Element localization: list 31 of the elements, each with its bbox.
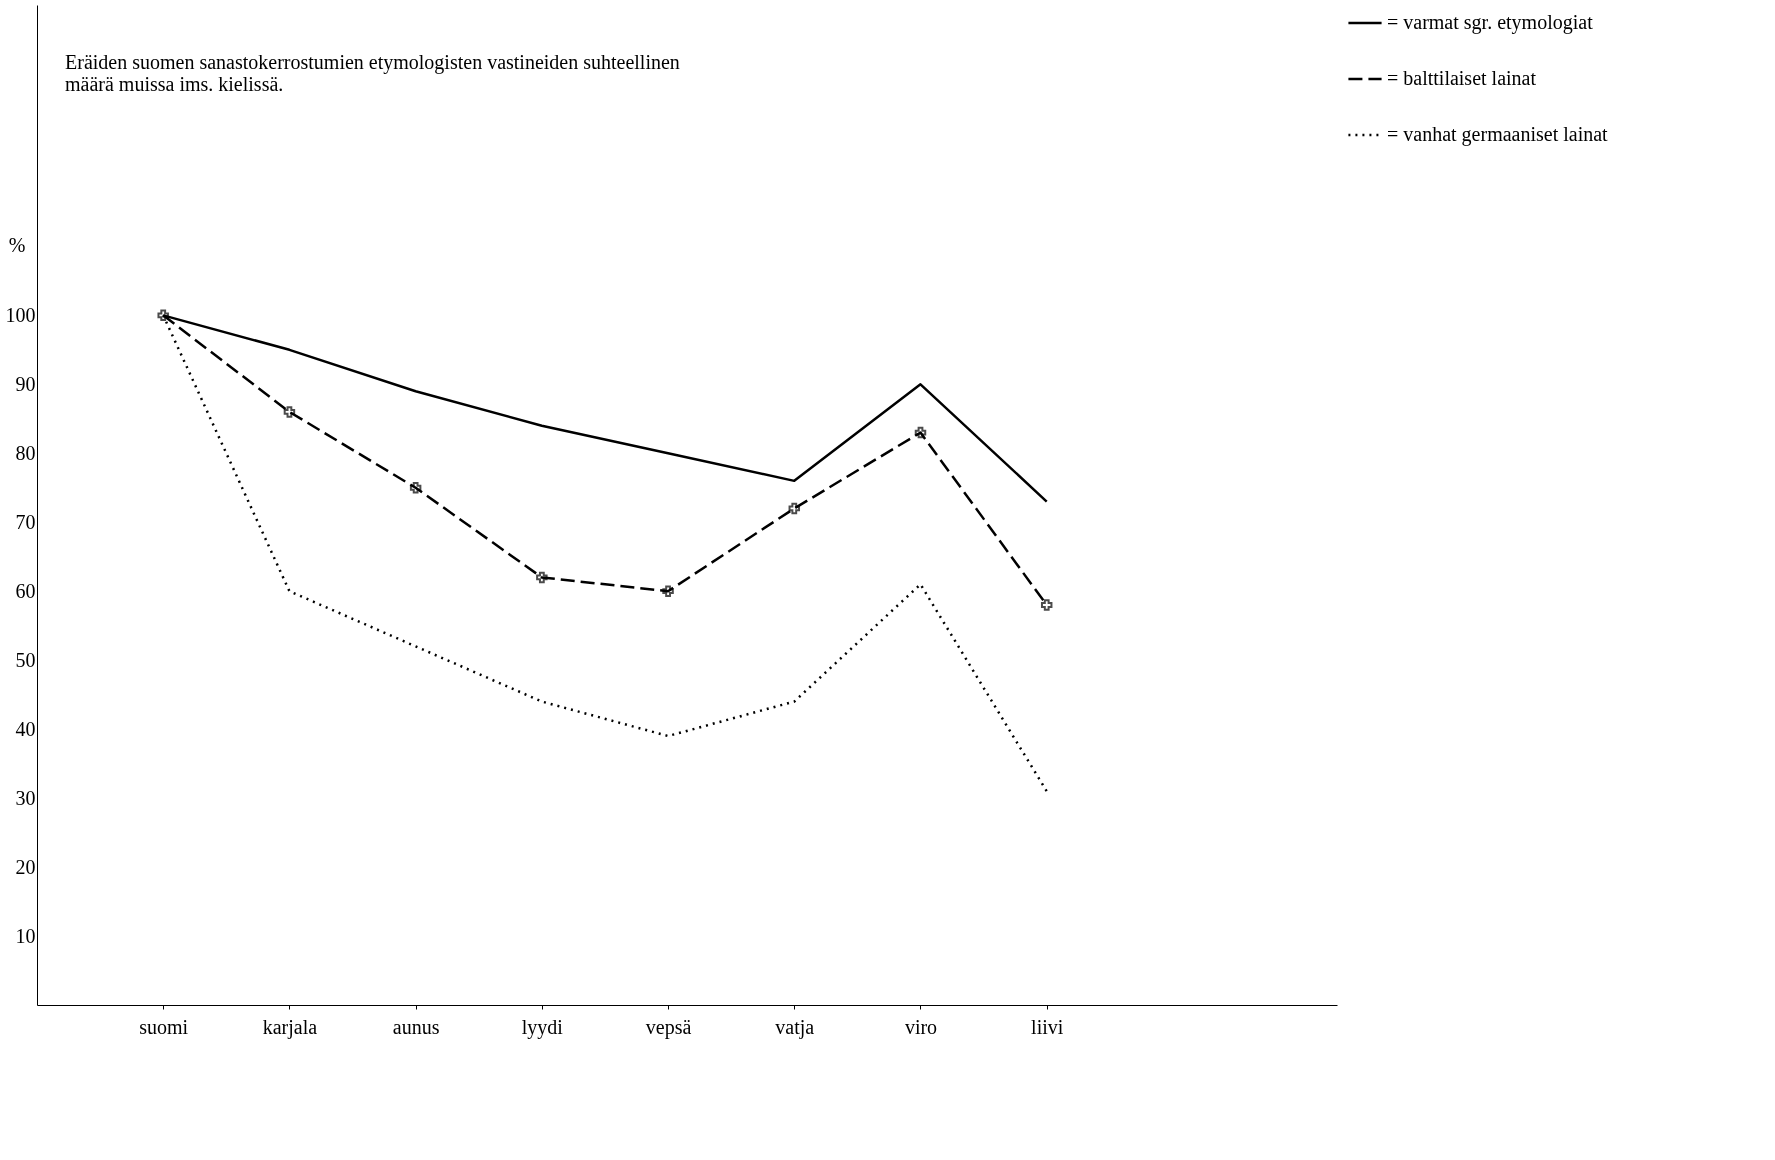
x-tick-label: lyydi: [521, 1015, 564, 1039]
y-tick-label: 10: [15, 924, 36, 947]
y-tick-label: 90: [15, 372, 36, 395]
y-tick-label: 30: [15, 786, 36, 809]
y-tick-label: 60: [15, 579, 36, 602]
legend-label: = balttilaiset lainat: [1387, 67, 1537, 89]
point: [157, 309, 169, 322]
text: Eräiden suomen sanastokerrostumien etymologisten vastineiden suhteellinen määrä muissa ims. kielissä.: [65, 51, 680, 95]
y-tick-label: 50: [15, 648, 36, 671]
point: [1040, 599, 1053, 611]
point: [536, 571, 548, 584]
y-tick-label: 40: [15, 717, 36, 740]
y-tick-label: 100: [5, 303, 36, 326]
x-tick-label: vepsä: [645, 1015, 692, 1039]
x-tick-label: aunus: [392, 1015, 440, 1038]
legend-label: = vanhat germaaniset lainat: [1387, 123, 1609, 146]
point: [788, 502, 801, 515]
x-tick-label: suomi: [139, 1015, 189, 1038]
x-tick-label: viro: [904, 1015, 938, 1038]
legend-label: = varmat sgr. etymologiat: [1387, 11, 1594, 34]
y-tick-label: 80: [15, 441, 36, 464]
point: [409, 482, 422, 494]
y-tick-label: 20: [15, 855, 36, 878]
x-tick-label: karjala: [262, 1015, 318, 1039]
point: [914, 426, 927, 439]
y-axis-title: %: [8, 233, 26, 256]
y-tick-label: 70: [15, 510, 36, 533]
x-tick-label: vatja: [775, 1015, 815, 1039]
point: [283, 406, 296, 418]
x-tick-label: liivi: [1031, 1015, 1064, 1038]
point: [662, 585, 674, 597]
